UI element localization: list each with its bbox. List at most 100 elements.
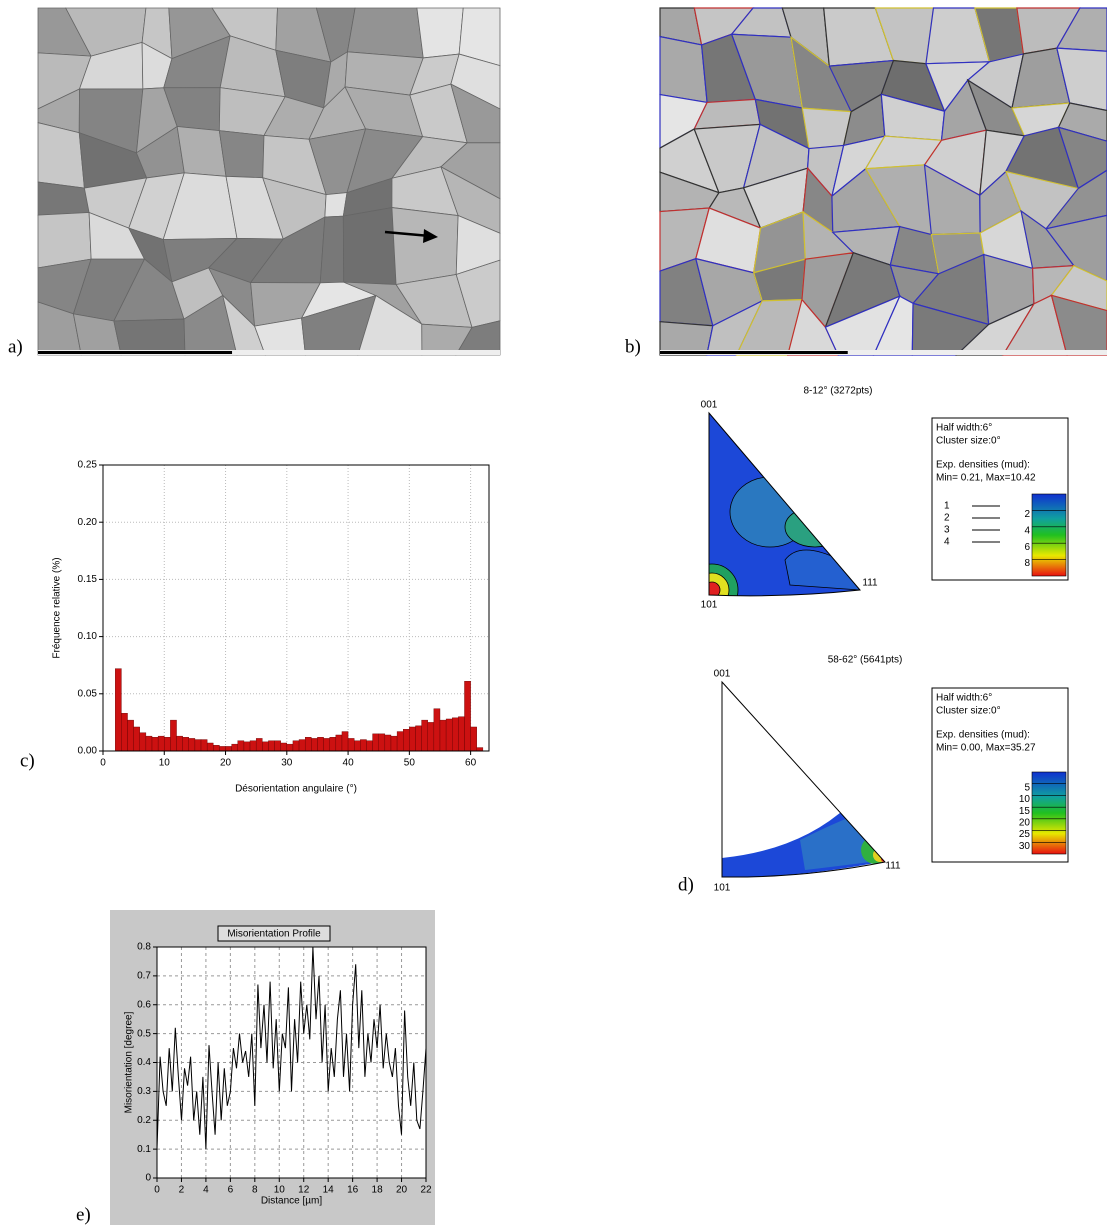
- grain: [1050, 264, 1107, 312]
- y-tick-label: 0.6: [137, 999, 151, 1010]
- bar: [421, 719, 428, 752]
- x-tick-label: 20: [396, 1185, 408, 1196]
- x-tick-label: 0: [100, 758, 106, 769]
- legend-text: Exp. densities (mud):: [936, 730, 1030, 741]
- bar: [329, 737, 337, 752]
- grain: [1045, 214, 1107, 282]
- grain: [342, 207, 397, 285]
- bar: [360, 739, 367, 752]
- x-tick-label: 14: [323, 1185, 335, 1196]
- colorbar-label: 10: [1019, 794, 1031, 805]
- plot-frame: [156, 946, 427, 1179]
- grain: [218, 130, 265, 179]
- bar: [409, 726, 416, 752]
- bar: [133, 726, 140, 752]
- legend-text: Exp. densities (mud):: [936, 460, 1030, 471]
- x-tick-label: 16: [347, 1185, 359, 1196]
- scale-bar-strip: [38, 350, 500, 355]
- y-tick-label: 0.20: [78, 517, 98, 528]
- x-tick-label: 40: [343, 758, 355, 769]
- grain: [37, 212, 92, 269]
- title-box: [217, 925, 331, 942]
- bar: [194, 739, 202, 752]
- scale-bar-strip: [660, 350, 1107, 355]
- y-tick-label: 0.10: [78, 631, 98, 642]
- x-tick-label: 8: [252, 1185, 258, 1196]
- root: a) b)c)d)e)0.000.050.100.150.200.250 10 20 3…: [8, 7, 1107, 1225]
- grain: [1057, 126, 1107, 190]
- micrograph: [37, 7, 501, 356]
- arrow-head: [423, 229, 438, 243]
- bar: [255, 738, 263, 752]
- bar: [390, 735, 398, 752]
- bar: [341, 731, 349, 752]
- y-tick-label: 0.3: [137, 1086, 151, 1097]
- y-tick-label: 0.00: [78, 746, 98, 757]
- bar: [292, 740, 300, 752]
- pole-label: 111: [885, 861, 901, 872]
- grain: [1044, 169, 1107, 230]
- colorbar-label: 4: [1024, 525, 1030, 536]
- scale-bar: [660, 351, 848, 354]
- grain: [1057, 102, 1107, 142]
- grain: [1050, 294, 1107, 356]
- bar: [415, 725, 422, 752]
- bar: [323, 738, 330, 752]
- x-tick-label: 10: [159, 758, 171, 769]
- colorbar-label: 30: [1019, 841, 1031, 852]
- colorbar-label: 5: [1024, 782, 1030, 793]
- colorbar-label: 8: [1024, 558, 1030, 569]
- x-tick-label: 60: [465, 758, 477, 769]
- legend-text: Half width:6°: [936, 693, 992, 704]
- bar: [317, 737, 324, 752]
- bar: [335, 734, 343, 752]
- grain: [1055, 7, 1107, 52]
- panel-label: b): [625, 336, 641, 357]
- x-tick-label: 2: [179, 1185, 185, 1196]
- pole-label: 101: [701, 600, 718, 611]
- bar: [384, 734, 392, 752]
- y-tick-label: 0.7: [137, 971, 151, 982]
- bar: [347, 738, 355, 752]
- bar: [151, 737, 159, 752]
- ipf-outline: [708, 411, 861, 597]
- y-tick-label: 0.25: [78, 460, 98, 471]
- x-axis-label: Désorientation angulaire (°): [235, 784, 357, 795]
- bar: [280, 742, 288, 752]
- grain: [346, 7, 424, 59]
- panel-label: d): [678, 874, 694, 895]
- bar: [219, 746, 226, 752]
- bar: [403, 729, 410, 752]
- bar: [231, 743, 238, 752]
- panel-label: e): [76, 1204, 91, 1225]
- bar: [268, 740, 275, 752]
- bar: [200, 739, 208, 752]
- grain: [416, 7, 464, 59]
- grain: [659, 35, 708, 104]
- pole-label: 001: [701, 400, 718, 411]
- ipf-title: 8-12° (3272pts): [803, 386, 872, 397]
- bar: [115, 668, 122, 752]
- pole-label: 101: [714, 883, 731, 894]
- legend-text: Cluster size:0°: [936, 436, 1001, 447]
- bar: [188, 738, 196, 752]
- ipf-region: [784, 549, 860, 591]
- colorbar-label: 15: [1019, 806, 1031, 817]
- pole-label: 111: [862, 578, 878, 589]
- panel-label: a): [8, 336, 23, 357]
- bar: [378, 733, 386, 752]
- bar: [145, 735, 153, 752]
- ipf-fill: [722, 682, 885, 878]
- x-tick-label: 12: [298, 1185, 310, 1196]
- colorbar-label: 20: [1019, 817, 1031, 828]
- ipf-outline: [721, 680, 886, 878]
- bar: [176, 735, 183, 752]
- colorbar: [1031, 771, 1067, 855]
- bar: [170, 719, 177, 752]
- bar: [372, 733, 379, 752]
- legend-text: Min= 0.00, Max=35.27: [936, 743, 1036, 754]
- contour-label: 2: [944, 513, 950, 524]
- ipf-fill: [709, 413, 860, 596]
- bar: [354, 740, 361, 752]
- bar: [237, 740, 245, 752]
